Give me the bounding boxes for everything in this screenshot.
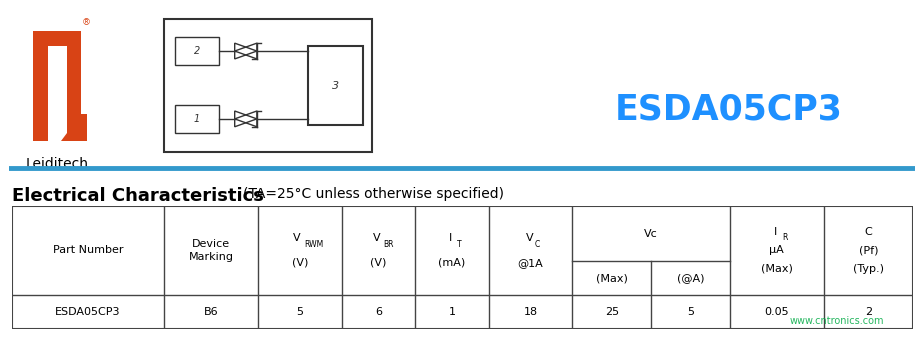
Text: Leiditech: Leiditech xyxy=(26,157,89,171)
Text: 18: 18 xyxy=(524,307,538,317)
Text: 3: 3 xyxy=(332,81,339,91)
Text: Vc: Vc xyxy=(644,228,658,239)
Text: (Typ.): (Typ.) xyxy=(853,264,884,274)
Text: 1: 1 xyxy=(194,114,201,124)
Bar xyxy=(175,105,219,133)
Text: 2: 2 xyxy=(865,307,872,317)
Text: Part Number: Part Number xyxy=(53,245,123,255)
Text: Device
Marking: Device Marking xyxy=(188,239,234,262)
Text: (Pf): (Pf) xyxy=(858,245,878,255)
Text: ®: ® xyxy=(81,18,91,27)
Text: V: V xyxy=(373,233,381,243)
Text: (@A): (@A) xyxy=(676,273,704,283)
Text: RWM: RWM xyxy=(305,239,323,249)
Text: V: V xyxy=(293,233,300,243)
Text: (mA): (mA) xyxy=(438,258,466,268)
Text: (V): (V) xyxy=(371,258,387,268)
Text: 2: 2 xyxy=(194,46,201,56)
Text: @1A: @1A xyxy=(517,258,543,268)
Text: (Max): (Max) xyxy=(760,264,793,274)
Polygon shape xyxy=(67,114,88,133)
Text: ESDA05CP3: ESDA05CP3 xyxy=(55,307,121,317)
Bar xyxy=(308,46,363,125)
Text: I: I xyxy=(449,233,453,243)
Polygon shape xyxy=(33,31,48,141)
Text: 6: 6 xyxy=(375,307,383,317)
Polygon shape xyxy=(61,133,88,141)
Text: R: R xyxy=(782,233,787,243)
Polygon shape xyxy=(33,31,81,46)
Text: (Max): (Max) xyxy=(596,273,627,283)
Text: 5: 5 xyxy=(687,307,694,317)
Text: C: C xyxy=(535,239,541,249)
Text: BR: BR xyxy=(383,239,394,249)
Text: www.cntronics.com: www.cntronics.com xyxy=(790,316,884,326)
Text: 5: 5 xyxy=(297,307,304,317)
Text: 1: 1 xyxy=(448,307,456,317)
Text: (V): (V) xyxy=(292,258,309,268)
Text: B6: B6 xyxy=(203,307,218,317)
Text: Electrical Characteristics: Electrical Characteristics xyxy=(12,187,264,205)
Text: I: I xyxy=(774,227,777,237)
Text: C: C xyxy=(865,227,872,237)
Text: 0.05: 0.05 xyxy=(764,307,789,317)
Text: V: V xyxy=(526,233,534,243)
Text: μA: μA xyxy=(770,245,784,255)
Bar xyxy=(175,37,219,65)
Polygon shape xyxy=(67,31,81,114)
Text: 25: 25 xyxy=(604,307,619,317)
Bar xyxy=(164,20,372,152)
Text: T: T xyxy=(456,239,461,249)
Text: ESDA05CP3: ESDA05CP3 xyxy=(614,93,843,127)
Text: (TA=25°C unless otherwise specified): (TA=25°C unless otherwise specified) xyxy=(243,187,504,201)
